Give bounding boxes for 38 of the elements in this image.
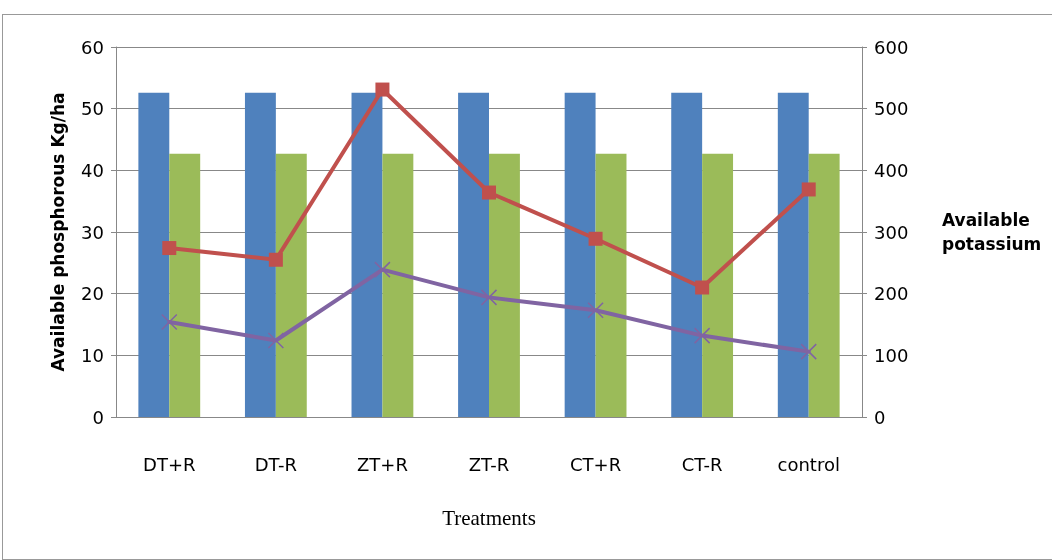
point xyxy=(161,313,178,331)
y-tick-label: 20 xyxy=(81,283,104,305)
y-tick-label: 0 xyxy=(92,406,104,428)
x-tick-label: ZT+R xyxy=(356,453,408,475)
point xyxy=(693,327,711,344)
point xyxy=(374,261,391,278)
point xyxy=(482,185,496,200)
y2-tick-label: 100 xyxy=(874,344,909,366)
y2-tick-label: 500 xyxy=(874,98,909,120)
point xyxy=(587,302,604,319)
x-tick-label: DT+R xyxy=(143,453,196,475)
point xyxy=(800,343,817,360)
y2-axis-title: Available potassium xyxy=(942,210,1042,254)
y-tick-label: 10 xyxy=(81,344,104,366)
y-tick-label: 40 xyxy=(81,159,104,181)
point xyxy=(162,241,177,256)
x-tick-label: CT-R xyxy=(681,453,723,475)
x-tick-label: DT-R xyxy=(254,453,297,475)
x-tick-label: ZT-R xyxy=(468,453,510,475)
point xyxy=(588,231,603,246)
y2-tick-label: 400 xyxy=(874,159,909,181)
x-tick-label: control xyxy=(777,453,840,475)
y2-tick-label: 600 xyxy=(874,36,909,58)
point xyxy=(695,280,710,295)
y-tick-label: 30 xyxy=(81,221,104,243)
point xyxy=(480,289,498,306)
point xyxy=(268,252,283,267)
point xyxy=(801,182,816,197)
point xyxy=(267,332,285,349)
x-axis-title: Treatments xyxy=(442,505,536,530)
point xyxy=(375,82,390,97)
y2-tick-label: 0 xyxy=(874,406,886,428)
y-axis-title: Available phosphorous Kg/ha xyxy=(48,92,69,372)
y-tick-label: 60 xyxy=(81,36,104,58)
y-tick-label: 50 xyxy=(81,98,104,120)
y2-tick-label: 300 xyxy=(874,221,909,243)
y2-tick-label: 200 xyxy=(874,283,909,305)
x-tick-label: CT+R xyxy=(569,453,622,475)
